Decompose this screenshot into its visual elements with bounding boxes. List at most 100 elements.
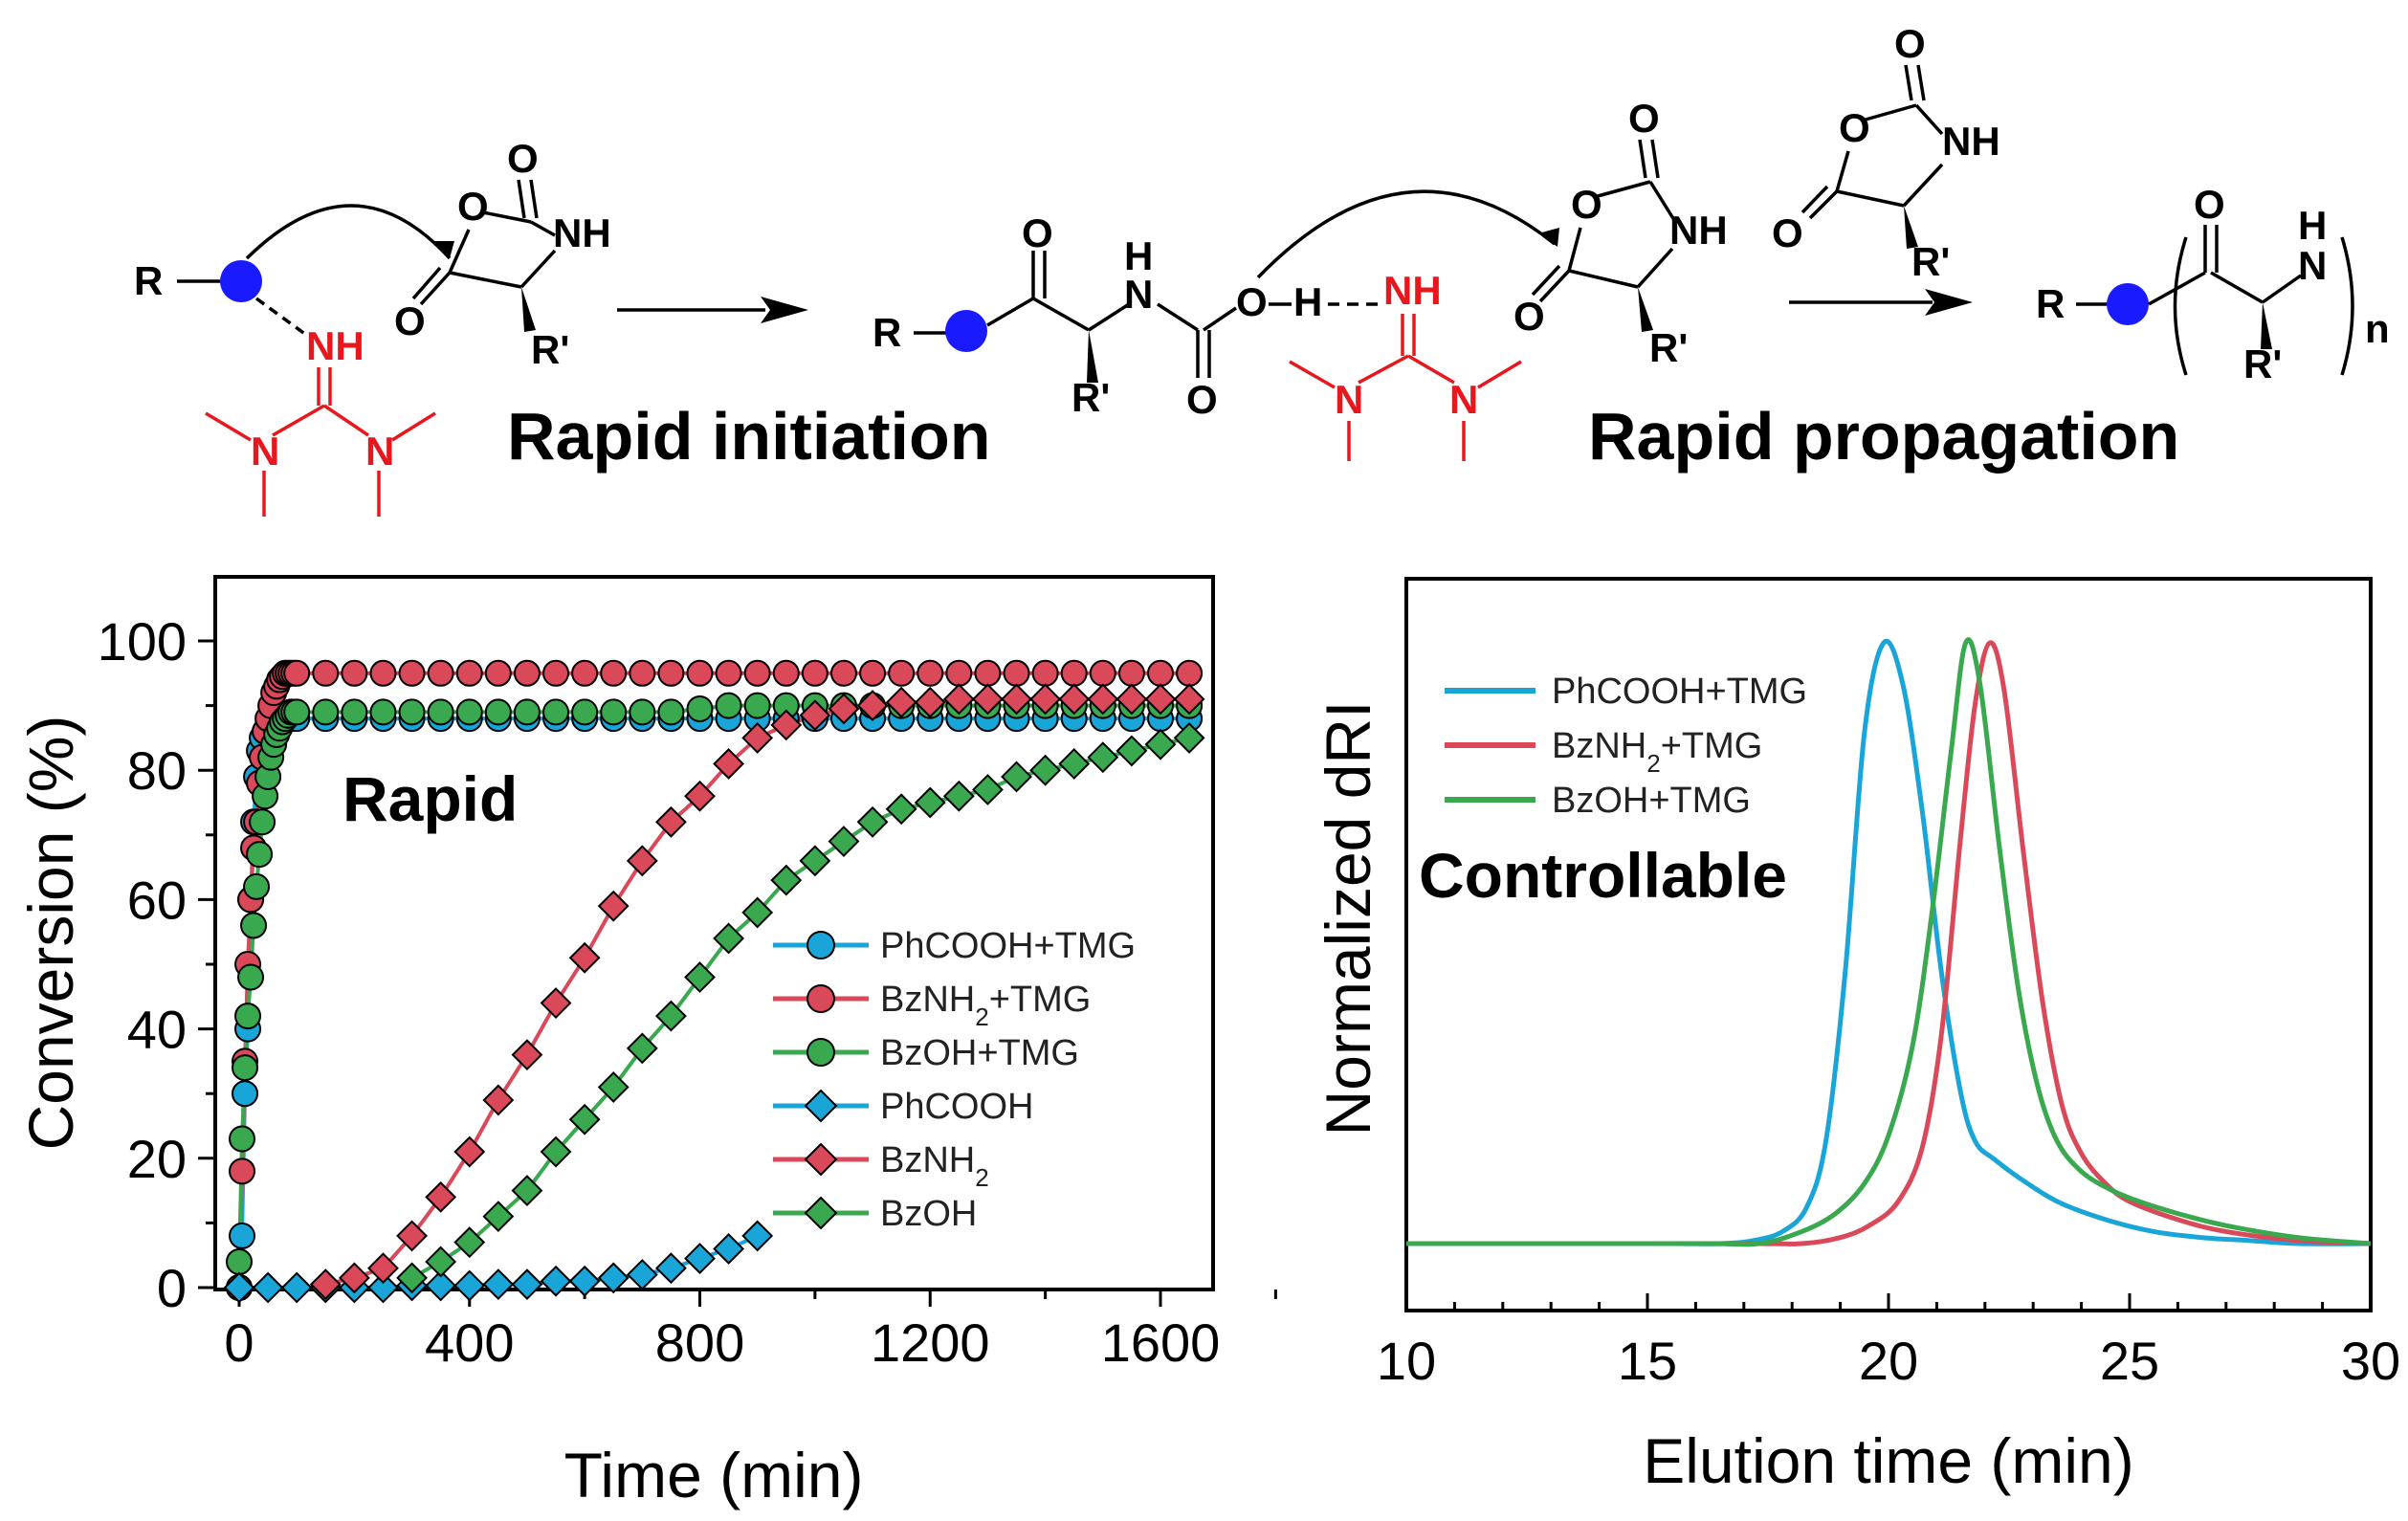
curved-arrow-2 (1256, 189, 1557, 279)
data-point (828, 693, 860, 725)
data-point (856, 690, 889, 722)
data-point (600, 698, 628, 726)
data-point (396, 1220, 428, 1252)
data-point (1058, 748, 1091, 780)
atom-h: H (2298, 203, 2327, 248)
legend-item-bzoh-plus-tmg: BzOH+TMG (773, 1033, 1079, 1073)
subscript-n: n (2365, 306, 2390, 351)
rapid-annotation: Rapid (342, 763, 518, 834)
atom-rprime: R' (531, 327, 569, 372)
data-point (741, 896, 774, 929)
gpc-x-axis-title: Elution time (min) (1643, 1425, 2133, 1496)
data-point (232, 1080, 259, 1108)
series-line-bznh2-plus-tmg (1405, 640, 2372, 1246)
data-point (799, 699, 831, 732)
atom-n: N (2298, 243, 2327, 288)
data-point (312, 659, 340, 687)
atom-nh: NH (553, 210, 611, 255)
data-point (455, 659, 483, 687)
nca-monomer-1: O O NH O R' (394, 136, 611, 372)
legend-marker (804, 1196, 838, 1230)
atom-o: O (1571, 182, 1602, 227)
rapid-initiation-label: Rapid initiation (507, 399, 991, 474)
data-point (571, 659, 599, 687)
data-point (237, 963, 265, 991)
data-point (1087, 683, 1119, 716)
data-point (945, 659, 973, 687)
data-point (597, 1262, 630, 1294)
conversion-x-axis-title: Time (min) (564, 1440, 864, 1510)
y-tick-label: 40 (127, 1000, 187, 1060)
legend-label: BzOH (880, 1194, 977, 1234)
data-point (942, 780, 975, 812)
conversion-chart: 0 400 800 1200 1600 0 20 40 60 80 100 Rapid PhCOOH… (15, 575, 1277, 1510)
atom-n: N (1124, 272, 1153, 317)
legend-item-phcooh: PhCOOH (773, 1087, 1033, 1127)
data-point (232, 1054, 259, 1082)
data-point (657, 659, 685, 687)
data-point (240, 912, 268, 939)
atom-rprime: R' (1911, 239, 1950, 284)
data-point (686, 694, 714, 722)
data-point (600, 659, 628, 687)
data-point (972, 683, 1004, 716)
data-point (770, 864, 803, 896)
atom-rprime: R' (1071, 375, 1110, 420)
data-point (1001, 683, 1032, 716)
data-point (1029, 683, 1062, 716)
data-point (799, 845, 831, 877)
y-tick-label: 0 (157, 1258, 187, 1318)
data-point (482, 1084, 515, 1116)
data-point (453, 1135, 486, 1168)
data-point (280, 1271, 313, 1304)
atom-o: O (1628, 96, 1660, 141)
data-point (743, 692, 771, 719)
x-tick-label: 1600 (1101, 1312, 1221, 1373)
data-point (234, 1003, 262, 1030)
atom-nh-tmg: NH (306, 323, 365, 368)
legend-label: BzNH2 (880, 1140, 989, 1192)
initiator-dot (220, 260, 262, 302)
data-point (540, 987, 572, 1019)
data-point (715, 659, 742, 687)
atom-n-right: N (365, 429, 394, 474)
atom-o: O (1839, 105, 1870, 150)
gpc-y-axis-title: Normalized dRI (1313, 701, 1383, 1136)
data-point (597, 1071, 630, 1103)
data-point (914, 686, 946, 718)
atom-o: O (1022, 210, 1053, 255)
data-point (626, 1259, 658, 1290)
y-tick-label: 20 (127, 1129, 187, 1189)
nca-monomer-3: O O NH O R' (1772, 21, 2000, 284)
atom-nh: NH (1942, 119, 2000, 164)
data-point (283, 659, 311, 687)
data-point (686, 659, 714, 687)
atom-r: R (134, 258, 163, 303)
y-tick-label: 100 (98, 611, 187, 672)
data-point (828, 826, 860, 857)
data-point (1173, 721, 1205, 754)
data-point (367, 1271, 399, 1304)
x-tick-label: 800 (655, 1312, 744, 1373)
legend-marker (806, 931, 835, 959)
data-point (1003, 659, 1030, 687)
x-tick-label: 30 (2341, 1331, 2400, 1391)
atom-o: O (1186, 377, 1218, 422)
gpc-series-lines (1405, 637, 2372, 1247)
data-point (249, 808, 276, 836)
data-point (684, 961, 716, 993)
data-point (425, 1245, 457, 1278)
y-tick-label: 80 (127, 740, 187, 801)
atom-o: O (2194, 182, 2225, 227)
nca-monomer-2: O O NH O R' (1513, 96, 1728, 370)
gpc-chart: 10 15 20 25 30 Controllable PhCOOH+TMG BzNH2+… (1313, 577, 2400, 1496)
series-line-phcooh-plus-tmg (1405, 638, 2372, 1246)
data-point (713, 748, 745, 780)
data-point (398, 659, 426, 687)
data-point (713, 1233, 745, 1265)
legend-item-bznh2: BzNH2 (773, 1140, 989, 1192)
data-point (283, 698, 311, 726)
data-point (772, 659, 800, 687)
